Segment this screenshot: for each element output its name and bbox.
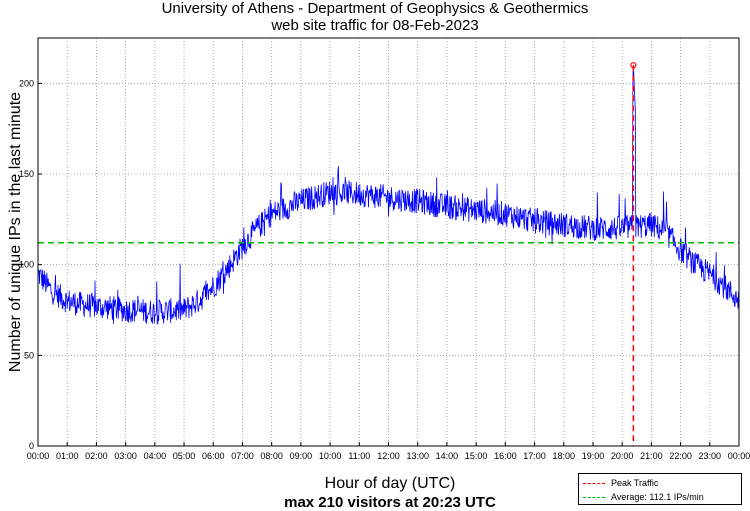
x-tick-label: 09:00 [290,451,313,461]
ticks-layer: 00:00 01:00 02:00 03:00 04:00 05:00 06:00 07:00… [19,78,750,461]
legend-item-peak: Peak Traffic [583,477,658,489]
legend-label-average: Average: 112.1 IPs/min [611,492,704,502]
x-tick-label: 18:00 [552,451,575,461]
legend: Peak Traffic Average: 112.1 IPs/min [578,473,742,505]
x-tick-label: 16:00 [494,451,517,461]
x-tick-label: 04:00 [144,451,167,461]
y-axis-label: Number of unique IPs in the last minute [7,91,24,373]
y-tick-label: 150 [19,169,34,179]
series-layer [37,62,740,446]
x-tick-label: 22:00 [669,451,692,461]
x-tick-label: 15:00 [465,451,488,461]
traffic-series-line [37,65,740,325]
chart-subtitle: web site traffic for 08-Feb-2023 [271,17,479,34]
x-tick-label: 12:00 [377,451,400,461]
x-tick-label: 21:00 [640,451,663,461]
x-tick-label: 11:00 [348,451,370,461]
x-axis-label: Hour of day (UTC) [324,475,456,492]
peak-summary: max 210 visitors at 20:23 UTC [284,494,496,511]
x-tick-label: 05:00 [173,451,196,461]
chart-title: University of Athens - Department of Geo… [161,0,589,17]
x-tick-label: 13:00 [406,451,429,461]
x-tick-label: 10:00 [319,451,342,461]
y-tick-label: 50 [24,350,34,360]
x-tick-label: 07:00 [231,451,254,461]
y-tick-label: 0 [29,441,34,451]
x-tick-label: 00:00 [27,451,50,461]
x-tick-label: 20:00 [611,451,634,461]
x-tick-label: 08:00 [260,451,283,461]
peak-marker [630,62,637,69]
x-tick-label: 17:00 [523,451,546,461]
average-swatch-icon [583,496,605,498]
x-tick-label: 01:00 [56,451,79,461]
x-tick-label: 19:00 [582,451,605,461]
x-tick-label: 03:00 [114,451,137,461]
peak-swatch-icon [583,482,605,484]
x-tick-label: 14:00 [436,451,459,461]
legend-item-average: Average: 112.1 IPs/min [583,491,704,503]
x-tick-label: 06:00 [202,451,225,461]
x-tick-label: 23:00 [699,451,722,461]
y-tick-label: 100 [19,260,34,270]
y-tick-label: 200 [19,78,34,88]
x-tick-label: 00:00 [728,451,750,461]
legend-label-peak: Peak Traffic [611,478,659,488]
x-tick-label: 02:00 [85,451,108,461]
